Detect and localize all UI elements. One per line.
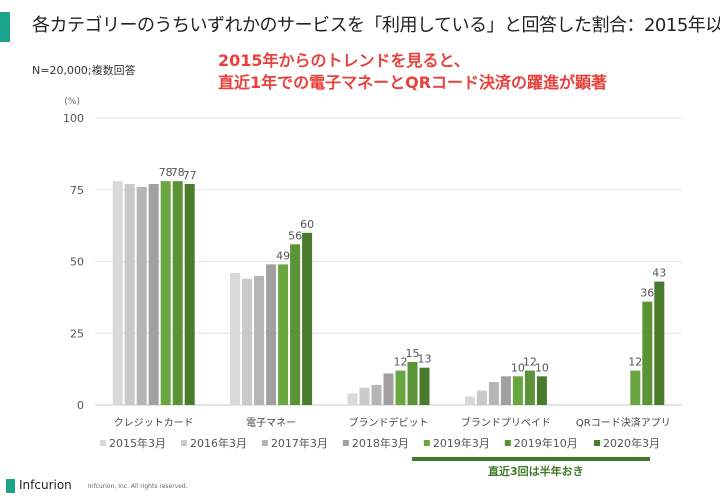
bar <box>230 272 241 405</box>
y-tick-label: 50 <box>70 256 84 269</box>
accent-bar <box>0 12 10 42</box>
legend-swatch <box>180 440 187 446</box>
data-label: 56 <box>288 229 302 242</box>
bar <box>488 382 499 405</box>
brand-name: Infcurion <box>19 478 72 492</box>
bar <box>476 390 487 405</box>
bar <box>136 186 147 405</box>
bar <box>302 232 313 405</box>
recent-period-note: 直近3回は半年おき <box>488 465 584 478</box>
legend-label: 2020年3月 <box>603 436 660 450</box>
recent-period-bracket <box>412 457 650 461</box>
x-tick-label: ブランドプリペイド <box>461 416 551 429</box>
sample-note: N=20,000;複数回答 <box>32 64 136 77</box>
bar <box>395 370 406 405</box>
legend-label: 2018年3月 <box>352 436 409 450</box>
x-tick-label: QRコード決済アプリ <box>576 416 671 429</box>
legend-swatch <box>261 440 268 446</box>
bar <box>242 278 253 405</box>
copyright: Infcurion, Inc. All rights reserved. <box>88 483 188 490</box>
data-label: 43 <box>652 267 666 280</box>
bar <box>383 373 394 405</box>
legend-swatch <box>423 440 430 446</box>
infcurion-logo-icon <box>6 479 15 493</box>
y-tick-label: 0 <box>77 399 84 412</box>
legend-label: 2016年3月 <box>190 436 247 450</box>
bar <box>254 275 265 405</box>
data-label: 78 <box>159 166 173 179</box>
bar <box>407 361 418 405</box>
bar <box>642 301 653 405</box>
bar <box>184 184 195 405</box>
legend-label: 2017年3月 <box>271 436 328 450</box>
bar <box>290 244 301 405</box>
y-tick-label: 25 <box>70 327 84 340</box>
headline-line-2: 直近1年での電子マネーとQRコード決済の躍進が顕著 <box>218 73 608 92</box>
legend-swatch <box>342 440 349 446</box>
data-label: 60 <box>300 218 314 231</box>
bar <box>500 376 511 405</box>
data-label: 12 <box>523 356 537 369</box>
legend-label: 2015年3月 <box>109 436 166 450</box>
bar <box>112 181 123 405</box>
data-label: 49 <box>276 249 290 262</box>
page-title: 各カテゴリーのうちいずれかのサービスを「利用している」と回答した割合：2015年… <box>32 15 720 36</box>
data-label: 77 <box>183 169 197 182</box>
bar <box>359 387 370 405</box>
y-tick-label: 75 <box>70 184 84 197</box>
data-label: 10 <box>511 361 525 374</box>
bar <box>266 264 277 405</box>
x-tick-label: クレジットカード <box>114 417 194 429</box>
bar-chart: 0255075100(%)787877クレジットカード495660電子マネー12… <box>63 97 682 450</box>
y-tick-label: 100 <box>63 112 84 125</box>
bar <box>512 376 523 405</box>
legend-swatch <box>100 440 106 446</box>
data-label: 36 <box>640 287 654 300</box>
headline: 2015年からのトレンドを見ると、 直近1年での電子マネーとQRコード決済の躍進… <box>218 50 607 94</box>
bar <box>371 384 382 405</box>
data-label: 78 <box>171 166 185 179</box>
legend-label: 2019年10月 <box>514 436 578 450</box>
bar <box>160 181 171 405</box>
bar <box>172 181 183 405</box>
bar <box>419 367 430 405</box>
x-tick-label: ブランドデビット <box>349 416 429 429</box>
bar <box>278 264 289 405</box>
bar <box>148 184 159 405</box>
legend-swatch <box>504 440 511 446</box>
y-axis-label: (%) <box>64 97 80 107</box>
headline-line-1: 2015年からのトレンドを見ると、 <box>218 51 470 70</box>
data-label: 15 <box>406 347 420 360</box>
bar <box>630 370 641 405</box>
data-label: 12 <box>628 356 642 369</box>
bar <box>124 184 135 405</box>
data-label: 12 <box>394 356 408 369</box>
bar <box>464 396 475 405</box>
data-label: 10 <box>535 361 549 374</box>
data-label: 13 <box>418 353 432 366</box>
bar <box>536 376 547 405</box>
bar <box>347 393 358 405</box>
bar <box>654 281 665 405</box>
legend-swatch <box>594 440 601 446</box>
x-tick-label: 電子マネー <box>246 417 296 429</box>
legend-label: 2019年3月 <box>433 436 490 450</box>
bar <box>524 370 535 405</box>
